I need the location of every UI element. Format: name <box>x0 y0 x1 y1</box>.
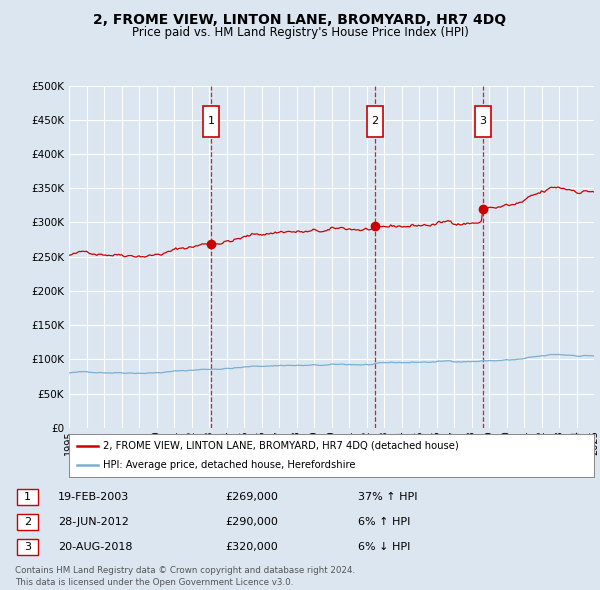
Text: This data is licensed under the Open Government Licence v3.0.: This data is licensed under the Open Gov… <box>15 578 293 587</box>
Text: 1: 1 <box>24 492 31 502</box>
FancyBboxPatch shape <box>17 539 38 555</box>
Text: £320,000: £320,000 <box>225 542 278 552</box>
Text: 3: 3 <box>24 542 31 552</box>
FancyBboxPatch shape <box>17 489 38 506</box>
Text: 20-AUG-2018: 20-AUG-2018 <box>58 542 133 552</box>
FancyBboxPatch shape <box>475 106 491 136</box>
Text: £269,000: £269,000 <box>225 492 278 502</box>
FancyBboxPatch shape <box>203 106 219 136</box>
FancyBboxPatch shape <box>367 106 383 136</box>
Text: Price paid vs. HM Land Registry's House Price Index (HPI): Price paid vs. HM Land Registry's House … <box>131 26 469 39</box>
Text: 6% ↑ HPI: 6% ↑ HPI <box>358 517 410 527</box>
Text: 1: 1 <box>208 116 215 126</box>
Text: 2, FROME VIEW, LINTON LANE, BROMYARD, HR7 4DQ: 2, FROME VIEW, LINTON LANE, BROMYARD, HR… <box>94 13 506 27</box>
Text: 3: 3 <box>479 116 486 126</box>
Text: 19-FEB-2003: 19-FEB-2003 <box>58 492 130 502</box>
Text: 2, FROME VIEW, LINTON LANE, BROMYARD, HR7 4DQ (detached house): 2, FROME VIEW, LINTON LANE, BROMYARD, HR… <box>103 441 459 451</box>
Text: HPI: Average price, detached house, Herefordshire: HPI: Average price, detached house, Here… <box>103 460 356 470</box>
Text: £290,000: £290,000 <box>225 517 278 527</box>
Text: 2: 2 <box>371 116 379 126</box>
FancyBboxPatch shape <box>17 514 38 530</box>
Text: 6% ↓ HPI: 6% ↓ HPI <box>358 542 410 552</box>
Text: 37% ↑ HPI: 37% ↑ HPI <box>358 492 417 502</box>
Text: Contains HM Land Registry data © Crown copyright and database right 2024.: Contains HM Land Registry data © Crown c… <box>15 566 355 575</box>
Text: 2: 2 <box>24 517 31 527</box>
Text: 28-JUN-2012: 28-JUN-2012 <box>58 517 129 527</box>
